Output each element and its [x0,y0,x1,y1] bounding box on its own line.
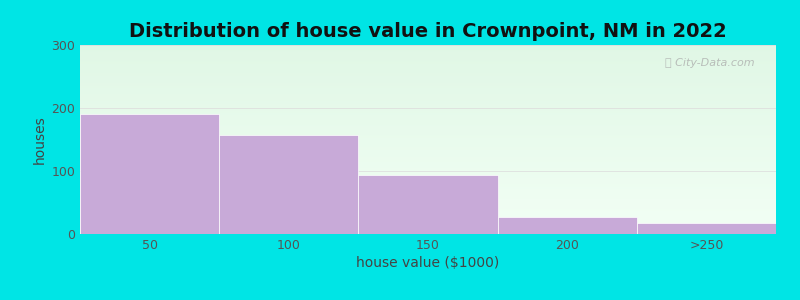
X-axis label: house value ($1000): house value ($1000) [356,256,500,270]
Title: Distribution of house value in Crownpoint, NM in 2022: Distribution of house value in Crownpoin… [129,22,727,41]
Bar [358,175,498,234]
Bar [498,217,637,234]
Text: Ⓜ City-Data.com: Ⓜ City-Data.com [666,58,755,68]
Bar [637,223,776,234]
Y-axis label: houses: houses [33,115,47,164]
Bar [219,135,358,234]
Bar [80,114,219,234]
